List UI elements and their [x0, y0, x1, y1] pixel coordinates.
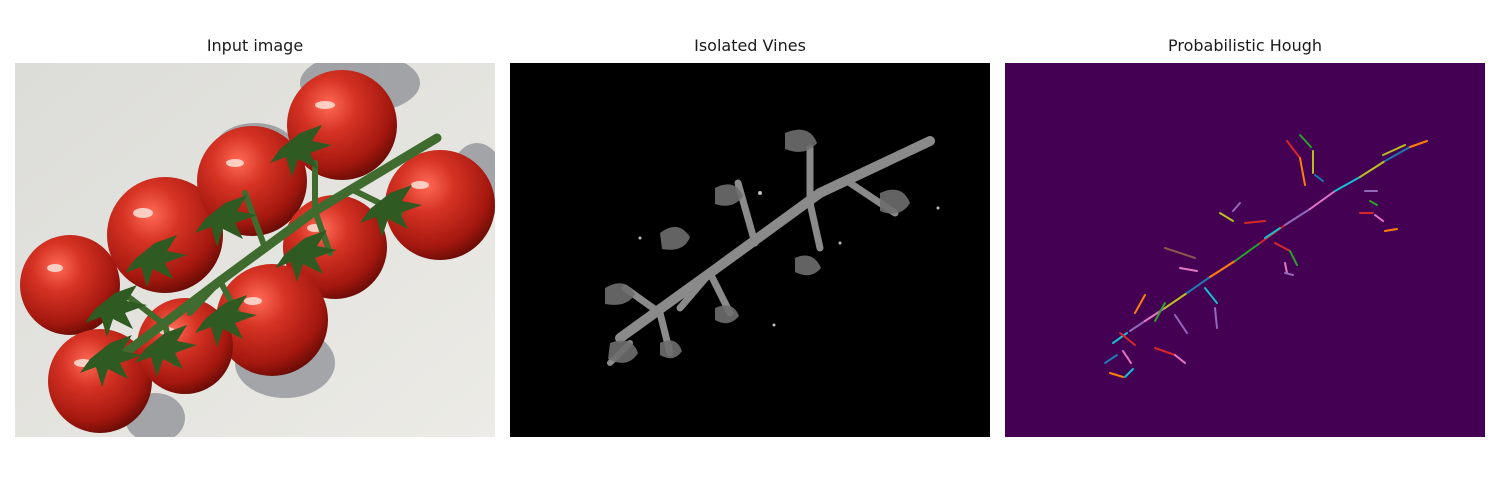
- hough-segment: [1112, 332, 1128, 344]
- hough-segment: [1384, 146, 1411, 162]
- hough-segment: [1409, 140, 1428, 148]
- probabilistic-hough-panel: [1005, 63, 1485, 437]
- vine-stem: [120, 133, 442, 366]
- hough-segment: [1384, 228, 1398, 232]
- hough-segment: [1299, 134, 1312, 148]
- hough-segment: [1174, 314, 1188, 334]
- hough-segment: [1124, 368, 1134, 378]
- hough-segment: [1244, 220, 1266, 224]
- vine-mask-image: [510, 63, 990, 437]
- hough-segment: [1109, 372, 1124, 378]
- hough-segment: [1284, 262, 1288, 274]
- hough-segment: [1179, 267, 1198, 272]
- hough-segment: [1264, 227, 1281, 239]
- hough-segment: [1219, 212, 1234, 222]
- hough-segment: [1286, 140, 1301, 159]
- hough-segment: [1129, 320, 1146, 332]
- isolated-vines-panel: [510, 63, 990, 437]
- hough-segment: [1234, 242, 1261, 262]
- hough-segment: [1369, 200, 1378, 206]
- hough-segment: [1359, 160, 1386, 178]
- hough-segment: [1134, 294, 1146, 314]
- hough-segment: [1284, 208, 1311, 226]
- tomatoes-photo: [15, 63, 495, 437]
- input-image-panel: [15, 63, 495, 437]
- hough-segment: [1374, 214, 1384, 222]
- panel-title-probabilistic-hough: Probabilistic Hough: [1167, 36, 1323, 55]
- hough-segment: [1122, 350, 1132, 364]
- sepals: [80, 125, 422, 387]
- hough-segment: [1174, 354, 1186, 364]
- hough-segment: [1289, 250, 1298, 266]
- panel-title-input: Input image: [206, 36, 304, 55]
- hough-segment: [1382, 144, 1406, 156]
- hough-line-segments: [1104, 134, 1428, 378]
- hough-segment: [1104, 354, 1118, 364]
- hough-segment: [1284, 272, 1294, 276]
- hough-segment: [1119, 332, 1136, 346]
- hough-segment: [1274, 242, 1291, 252]
- hough-segment: [1154, 347, 1176, 356]
- hough-segment: [1214, 307, 1218, 329]
- hough-segment: [1299, 157, 1306, 186]
- panel-title-isolated-vines: Isolated Vines: [694, 36, 806, 55]
- hough-segment: [1164, 247, 1196, 259]
- hough-segment: [1334, 176, 1361, 192]
- hough-segment: [1204, 287, 1218, 304]
- hough-segment: [1232, 202, 1241, 212]
- hough-segment: [1309, 190, 1336, 210]
- hough-segment: [1209, 260, 1236, 278]
- hough-segment: [1186, 276, 1211, 294]
- hough-lines-image: [1005, 63, 1485, 437]
- hough-segment: [1314, 174, 1324, 182]
- hough-segment: [1164, 292, 1188, 309]
- hough-segment: [1154, 302, 1166, 322]
